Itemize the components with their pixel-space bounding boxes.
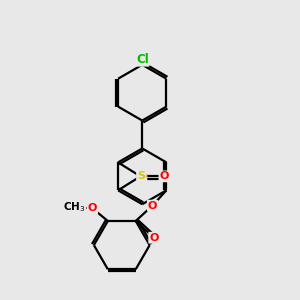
Text: O: O: [148, 201, 157, 211]
Text: CH$_3$: CH$_3$: [63, 200, 86, 214]
Text: O: O: [88, 203, 97, 213]
Text: O: O: [149, 233, 158, 243]
Text: O: O: [137, 172, 146, 182]
Text: Cl: Cl: [136, 53, 148, 66]
Text: S: S: [138, 170, 146, 181]
Text: O: O: [159, 171, 169, 181]
